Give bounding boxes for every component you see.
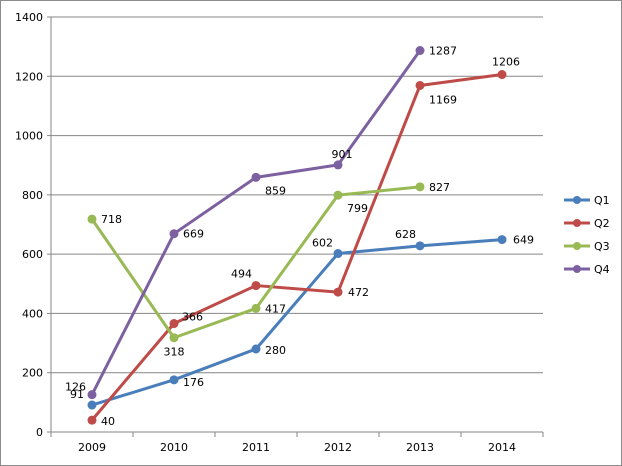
legend-label-Q4: Q4 xyxy=(594,263,610,276)
y-tick-label-400: 400 xyxy=(22,307,43,320)
data-label-Q1-2012: 602 xyxy=(312,237,333,250)
point-Q3-2010 xyxy=(169,333,179,343)
point-Q2-2014 xyxy=(497,70,507,80)
x-tick-label-2010: 2010 xyxy=(160,441,188,454)
point-Q2-2009 xyxy=(87,415,97,425)
data-label-Q3-2009: 718 xyxy=(101,213,122,226)
data-label-Q2-2014: 1206 xyxy=(492,56,520,69)
data-label-Q2-2009: 40 xyxy=(101,415,115,428)
y-tick-label-800: 800 xyxy=(22,189,43,202)
legend-marker-Q4 xyxy=(573,265,581,273)
x-tick-label-2009: 2009 xyxy=(78,441,106,454)
legend-label-Q1: Q1 xyxy=(594,194,610,207)
y-tick-label-1000: 1000 xyxy=(15,130,43,143)
data-label-Q2-2011: 494 xyxy=(231,268,252,281)
point-Q1-2012 xyxy=(333,249,343,259)
point-Q2-2010 xyxy=(169,319,179,329)
series-line-Q2 xyxy=(90,73,503,422)
data-label-Q1-2013: 628 xyxy=(395,228,416,241)
data-label-Q2-2010: 366 xyxy=(182,311,203,324)
x-tick-label-2014: 2014 xyxy=(488,441,516,454)
point-Q1-2013 xyxy=(415,241,425,251)
x-tick-label-2011: 2011 xyxy=(242,441,270,454)
data-label-Q1-2011: 280 xyxy=(265,344,286,357)
legend-label-Q2: Q2 xyxy=(594,217,610,230)
legend-label-Q3: Q3 xyxy=(594,240,610,253)
point-Q1-2011 xyxy=(251,344,261,354)
data-label-Q1-2009: 91 xyxy=(70,388,84,401)
point-Q3-2011 xyxy=(251,303,261,313)
point-Q3-2013 xyxy=(415,182,425,192)
legend-marker-Q3 xyxy=(573,242,581,250)
point-Q4-2009 xyxy=(87,390,97,400)
series-line-Q4 xyxy=(90,49,422,396)
x-tick-label-2013: 2013 xyxy=(406,441,434,454)
point-Q1-2009 xyxy=(87,400,97,410)
data-label-Q3-2011: 417 xyxy=(265,302,286,315)
point-Q1-2014 xyxy=(497,235,507,245)
data-label-Q2-2012: 472 xyxy=(348,286,369,299)
data-label-Q4-2010: 669 xyxy=(183,228,204,241)
y-tick-label-1400: 1400 xyxy=(15,11,43,24)
data-label-Q3-2013: 827 xyxy=(429,181,450,194)
point-Q4-2011 xyxy=(251,172,261,182)
point-Q3-2012 xyxy=(333,190,343,200)
point-Q2-2012 xyxy=(333,287,343,297)
data-label-Q4-2013: 1287 xyxy=(429,44,457,57)
data-label-Q2-2013: 1169 xyxy=(429,93,457,106)
y-tick-label-200: 200 xyxy=(22,367,43,380)
y-tick-label-0: 0 xyxy=(36,426,43,439)
data-label-Q4-2011: 859 xyxy=(265,184,286,197)
data-label-Q4-2012: 901 xyxy=(332,148,353,161)
point-Q4-2013 xyxy=(415,45,425,55)
y-tick-label-600: 600 xyxy=(22,248,43,261)
data-label-Q3-2012: 799 xyxy=(347,202,368,215)
legend-marker-Q2 xyxy=(573,219,581,227)
series-line-Q1 xyxy=(91,238,503,407)
point-Q1-2010 xyxy=(169,375,179,385)
data-label-Q4-2009: 126 xyxy=(65,381,86,394)
data-label-Q3-2010: 318 xyxy=(164,346,185,359)
point-Q3-2009 xyxy=(87,214,97,224)
x-tick-label-2012: 2012 xyxy=(324,441,352,454)
point-Q2-2011 xyxy=(251,281,261,291)
data-label-Q1-2014: 649 xyxy=(513,234,534,247)
legend-marker-Q1 xyxy=(573,196,581,204)
data-label-Q1-2010: 176 xyxy=(183,376,204,389)
point-Q2-2013 xyxy=(415,80,425,90)
point-Q4-2010 xyxy=(169,229,179,239)
y-tick-label-1200: 1200 xyxy=(15,70,43,83)
point-Q4-2012 xyxy=(333,160,343,170)
